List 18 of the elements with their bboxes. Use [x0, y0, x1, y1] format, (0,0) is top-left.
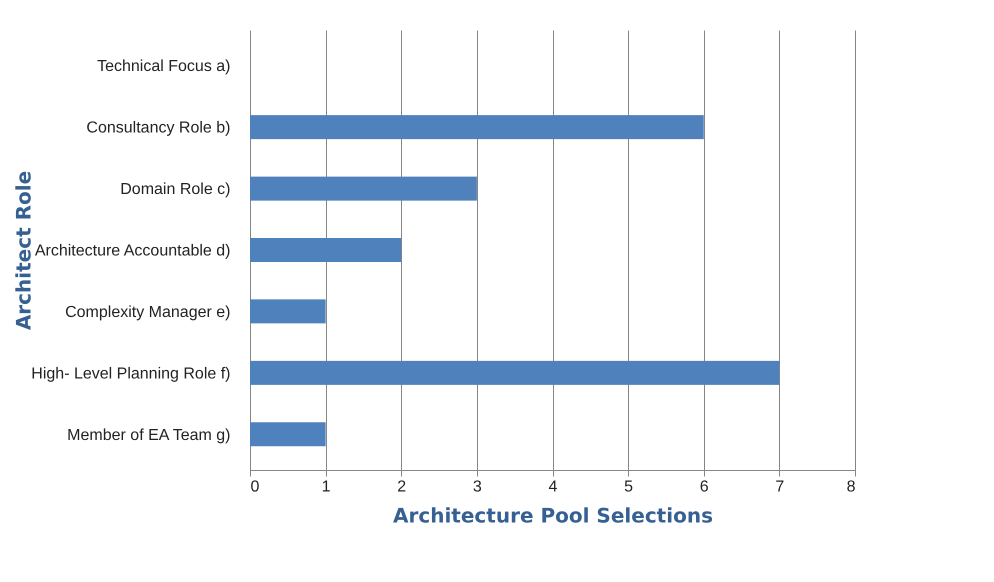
x-tick-label: 6: [700, 478, 709, 496]
x-tick-label: 0: [250, 478, 260, 496]
y-tick-label: Consultancy Role b): [86, 120, 230, 137]
x-tick-label: 7: [775, 478, 784, 496]
x-tick-label: 4: [548, 478, 558, 496]
y-tick-label: Domain Role c): [120, 181, 230, 198]
x-tick-label: 3: [472, 478, 482, 496]
y-tick-label: Member of EA Team g): [67, 426, 230, 444]
x-tick-label: 2: [397, 478, 406, 496]
y-tick-label: Architecture Accountable d): [34, 242, 230, 260]
y-axis-title: Architect Role: [12, 170, 36, 330]
x-axis-title: Architecture Pool Selections: [393, 504, 713, 528]
x-tick-label: 5: [624, 478, 634, 496]
y-tick-label: Technical Focus a): [97, 58, 230, 76]
x-tick-label: 1: [322, 478, 331, 496]
x-tick-label: 8: [846, 478, 856, 496]
y-tick-label: High- Level Planning Role f): [31, 365, 230, 382]
y-tick-label: Complexity Manager e): [65, 304, 230, 321]
